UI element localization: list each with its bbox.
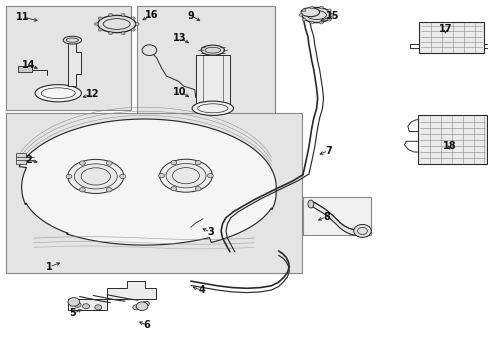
Text: 10: 10	[173, 87, 186, 97]
Circle shape	[326, 9, 330, 12]
Text: 18: 18	[442, 141, 455, 151]
Polygon shape	[16, 153, 30, 164]
Circle shape	[319, 6, 323, 9]
Text: 6: 6	[143, 320, 150, 330]
Circle shape	[302, 9, 305, 12]
Circle shape	[106, 161, 112, 165]
Text: 9: 9	[187, 11, 194, 21]
Polygon shape	[19, 119, 276, 245]
Circle shape	[94, 23, 98, 26]
Circle shape	[170, 186, 176, 191]
Ellipse shape	[307, 200, 313, 208]
Circle shape	[66, 174, 72, 179]
Text: 7: 7	[325, 145, 331, 156]
Text: 12: 12	[85, 89, 99, 99]
Circle shape	[108, 32, 112, 35]
Circle shape	[195, 186, 201, 191]
Circle shape	[95, 305, 102, 310]
Ellipse shape	[35, 85, 81, 102]
Text: 16: 16	[145, 10, 158, 20]
Circle shape	[309, 21, 313, 24]
Circle shape	[195, 161, 201, 165]
Circle shape	[79, 188, 85, 192]
Text: 15: 15	[325, 11, 338, 21]
Circle shape	[170, 161, 176, 165]
Text: 4: 4	[198, 285, 204, 296]
Ellipse shape	[159, 159, 212, 192]
Circle shape	[326, 18, 330, 21]
Circle shape	[136, 302, 148, 311]
Polygon shape	[195, 55, 229, 104]
Circle shape	[74, 302, 81, 307]
Circle shape	[142, 301, 149, 306]
Circle shape	[106, 188, 112, 192]
Text: 5: 5	[69, 309, 76, 318]
Text: 14: 14	[22, 60, 36, 70]
FancyBboxPatch shape	[137, 6, 274, 120]
Polygon shape	[68, 281, 156, 310]
Ellipse shape	[68, 159, 123, 193]
Ellipse shape	[165, 163, 205, 188]
Ellipse shape	[201, 45, 224, 55]
Circle shape	[68, 298, 80, 306]
Circle shape	[131, 28, 135, 31]
Circle shape	[353, 225, 370, 237]
FancyBboxPatch shape	[5, 6, 131, 110]
Ellipse shape	[98, 15, 136, 33]
Text: 11: 11	[16, 12, 29, 22]
Circle shape	[120, 174, 125, 179]
Polygon shape	[312, 202, 362, 236]
FancyBboxPatch shape	[5, 113, 302, 273]
Polygon shape	[417, 116, 487, 164]
Circle shape	[207, 174, 213, 178]
Circle shape	[108, 13, 112, 16]
Circle shape	[121, 32, 125, 35]
FancyBboxPatch shape	[303, 197, 370, 234]
Circle shape	[330, 14, 333, 17]
Text: 2: 2	[25, 155, 32, 165]
Ellipse shape	[74, 164, 117, 189]
Text: 17: 17	[438, 24, 451, 35]
Circle shape	[319, 21, 323, 24]
Circle shape	[131, 17, 135, 20]
Ellipse shape	[301, 8, 319, 17]
Circle shape	[142, 45, 157, 55]
Text: 13: 13	[173, 33, 186, 43]
Text: 1: 1	[46, 262, 53, 272]
Circle shape	[121, 13, 125, 16]
Circle shape	[135, 23, 139, 26]
Polygon shape	[68, 40, 81, 86]
Circle shape	[98, 17, 102, 20]
Circle shape	[299, 14, 303, 17]
Circle shape	[158, 174, 164, 178]
Text: 8: 8	[322, 212, 329, 221]
Polygon shape	[418, 22, 484, 53]
Circle shape	[133, 305, 140, 310]
Circle shape	[302, 18, 305, 21]
Text: 3: 3	[206, 227, 213, 237]
Ellipse shape	[192, 101, 233, 116]
Circle shape	[82, 304, 89, 309]
Circle shape	[309, 6, 313, 9]
Circle shape	[98, 28, 102, 31]
Ellipse shape	[302, 8, 330, 23]
Circle shape	[79, 161, 85, 165]
Ellipse shape	[63, 36, 81, 44]
Polygon shape	[18, 66, 32, 72]
